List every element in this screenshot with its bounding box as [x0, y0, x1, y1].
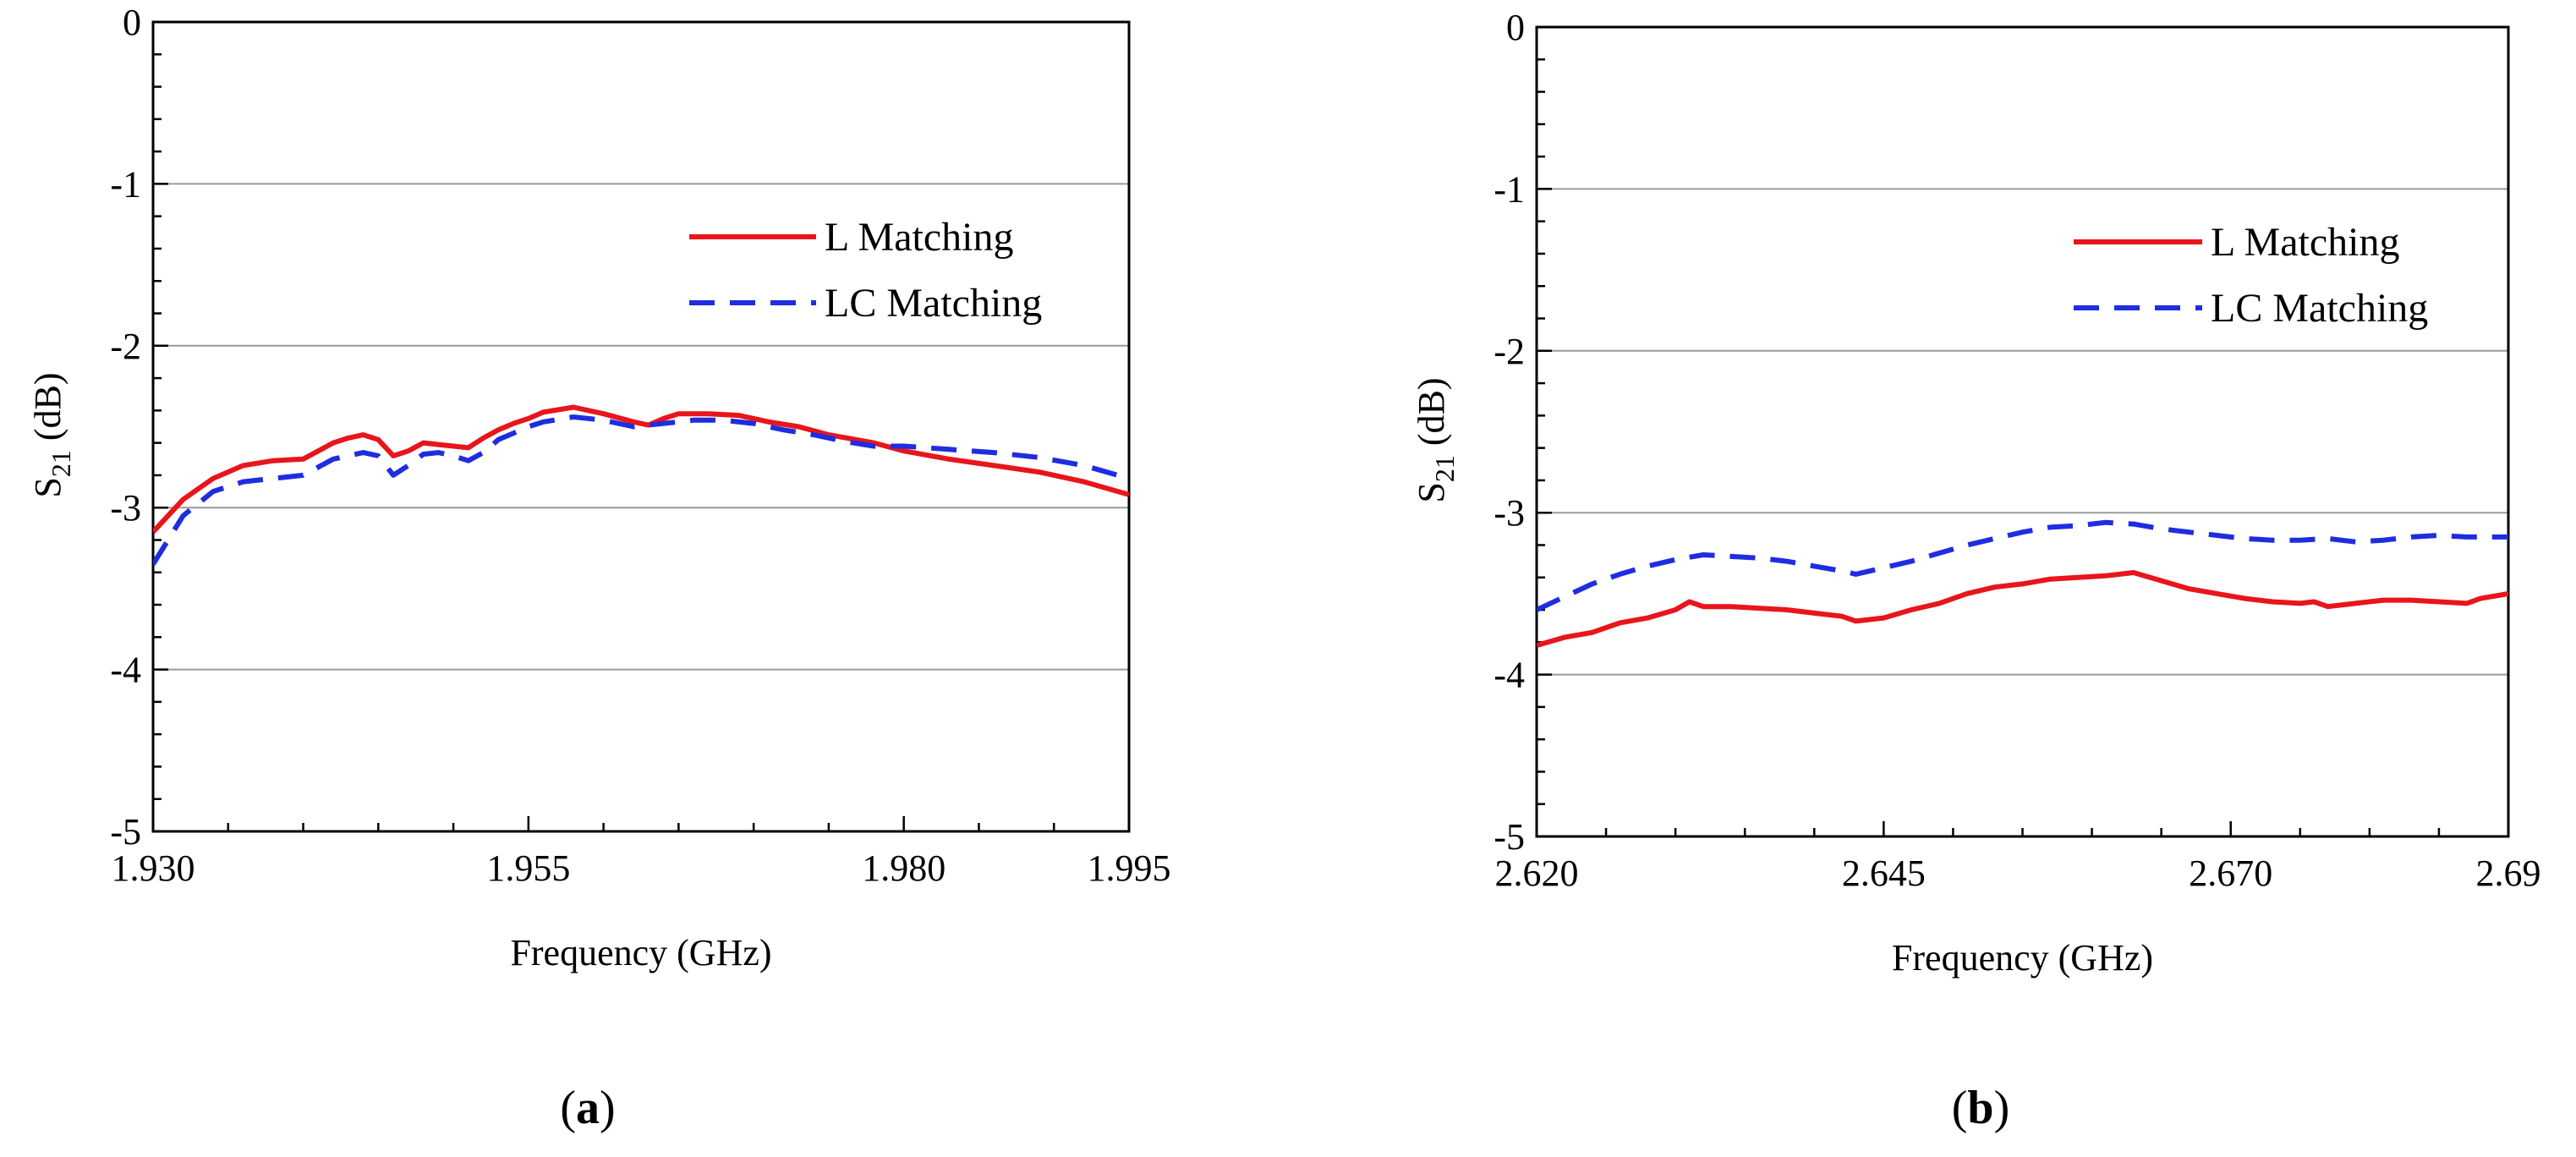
- y-axis-title-unit: (dB): [27, 372, 69, 450]
- x-tick-label: 1.930: [112, 847, 195, 889]
- y-tick-label: -2: [110, 326, 141, 367]
- legend: L Matching LC Matching: [2074, 220, 2428, 331]
- x-axis-title: Frequency (GHz): [510, 932, 771, 973]
- series-line-l-matching: [1537, 570, 2508, 648]
- y-tick-label: -4: [1494, 655, 1525, 696]
- y-tick-label: 0: [123, 2, 141, 43]
- series-line-lc-matching: [1537, 519, 2508, 612]
- panel-label-a: (a): [560, 1082, 615, 1134]
- legend-label: LC Matching: [825, 281, 1042, 326]
- y-tick-label: -1: [110, 163, 141, 205]
- x-tick-label: 2.670: [2189, 853, 2272, 894]
- x-tick-label: 1.980: [862, 847, 945, 889]
- panel-label-b: (b): [1952, 1082, 2009, 1134]
- x-tick-label: 1.995: [1088, 847, 1171, 889]
- x-tick-label: 2.645: [1842, 853, 1926, 894]
- series-line-l-matching: [153, 404, 1129, 534]
- legend: L Matching LC Matching: [689, 215, 1042, 326]
- legend-label: L Matching: [825, 215, 1014, 260]
- plot-frame: [151, 20, 1131, 833]
- y-axis-title-main: S: [1411, 482, 1452, 502]
- y-axis-title: S21 (dB): [1411, 377, 1460, 502]
- legend-label: LC Matching: [2211, 286, 2428, 331]
- y-axis-title-subscript: 21: [1429, 455, 1460, 482]
- x-tick-label: 1.955: [486, 847, 570, 889]
- y-tick-label: -4: [110, 650, 141, 691]
- y-axis-title: S21 (dB): [27, 372, 76, 497]
- y-tick-label: -3: [110, 487, 141, 529]
- y-axis-title-main: S: [27, 477, 69, 497]
- y-tick-label: -5: [1494, 816, 1525, 858]
- series-line-lc-matching: [153, 414, 1129, 566]
- x-tick-label: 2.69: [2476, 853, 2541, 894]
- y-axis-title-unit: (dB): [1411, 377, 1452, 455]
- legend-label: L Matching: [2211, 220, 2400, 265]
- x-axis-title: Frequency (GHz): [1892, 937, 2153, 979]
- y-tick-label: -3: [1494, 492, 1525, 534]
- plot-frame: [1535, 25, 2510, 838]
- chart-panel-a: 0 -1 -2 -3 -4 -51.930 1.955 1.980 1.995 Frequency…: [27, 2, 1171, 973]
- y-axis-title-subscript: 21: [46, 450, 76, 477]
- chart-panel-b: 0 -1 -2 -3 -4 -52.620 2.645 2.670 2.69 Frequency …: [1411, 7, 2541, 979]
- y-tick-label: 0: [1506, 7, 1525, 48]
- x-tick-label: 2.620: [1495, 853, 1579, 894]
- y-tick-label: -2: [1494, 331, 1525, 372]
- y-tick-label: -5: [110, 811, 141, 853]
- y-tick-label: -1: [1494, 168, 1525, 210]
